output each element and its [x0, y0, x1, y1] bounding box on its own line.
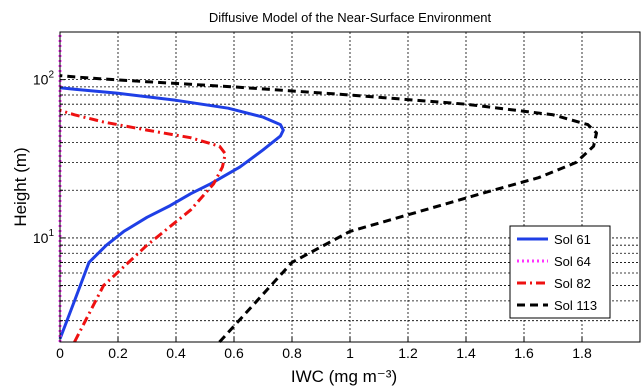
y-tick-label: 101 [33, 228, 55, 246]
x-tick-label: 1.6 [514, 345, 534, 361]
series-line [58, 86, 285, 340]
axis-ticks: 0 0.2 0.4 0.6 0.8 1 1.2 1.4 1.6 1.8 101 102 [33, 70, 592, 361]
x-tick-label: 0.8 [282, 345, 302, 361]
legend-box [509, 225, 611, 319]
series-line [59, 108, 227, 343]
x-tick-label: 1.4 [456, 345, 476, 361]
x-tick-label: 0.2 [108, 345, 128, 361]
legend-label: Sol 82 [554, 276, 591, 291]
x-tick-label: 0 [56, 345, 64, 361]
grid-lines [60, 32, 640, 342]
chart-title: Diffusive Model of the Near-Surface Envi… [209, 10, 492, 25]
legend: Sol 61 Sol 64 Sol 82 Sol 113 [509, 225, 611, 319]
legend-label: Sol 61 [554, 232, 591, 247]
x-tick-label: 0.6 [224, 345, 244, 361]
legend-label: Sol 113 [554, 298, 597, 313]
x-tick-label: 1.2 [398, 345, 418, 361]
legend-label: Sol 64 [554, 254, 591, 269]
x-tick-label: 1 [346, 345, 354, 361]
x-axis-label: IWC (mg m⁻³) [291, 367, 397, 386]
x-tick-label: 1.8 [572, 345, 592, 361]
series-line [59, 74, 598, 344]
y-axis-label: Height (m) [11, 147, 30, 226]
y-tick-label: 102 [33, 70, 55, 88]
x-tick-label: 0.4 [166, 345, 186, 361]
